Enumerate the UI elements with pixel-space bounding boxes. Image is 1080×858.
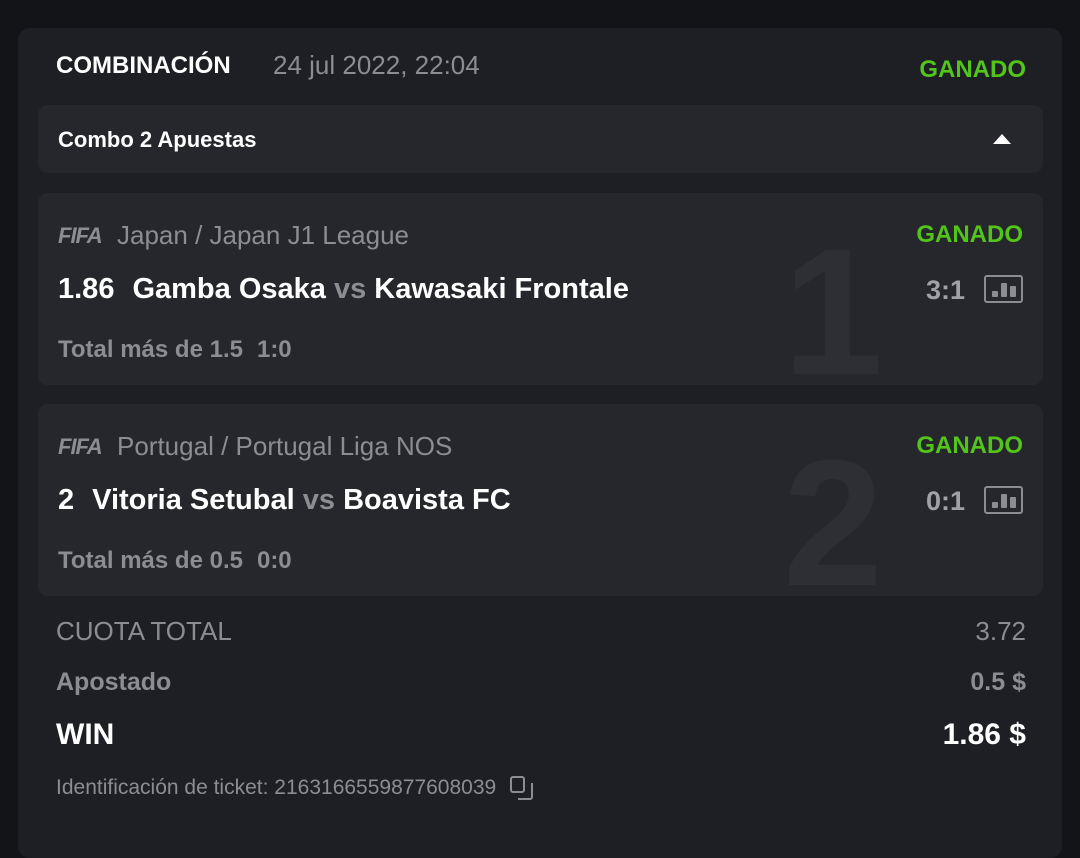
league: Japan / Japan J1 League [117, 220, 410, 250]
stake-value: 0.5 $ [970, 668, 1026, 696]
market-score: 1:0 [256, 336, 292, 363]
vs-label: vs [333, 273, 367, 305]
bet-type: COMBINACIÓN [56, 52, 231, 79]
score: 3:1 [925, 275, 965, 305]
caret-up-icon[interactable] [993, 134, 1011, 144]
home-team: Gamba Osaka [132, 273, 326, 305]
market-score: 0:0 [256, 547, 292, 574]
market: Total más de 1.5 1:0 [58, 336, 292, 364]
ticket-label: Identificación de ticket: [56, 776, 269, 799]
fifa-icon: FIFA [58, 223, 103, 248]
match: 1.86 Gamba Osaka vs Kawasaki Frontale [58, 273, 629, 306]
status-badge: GANADO [919, 56, 1026, 83]
odds: 1.86 [58, 273, 115, 305]
total-odds-value: 3.72 [975, 616, 1026, 646]
combo-toggle[interactable]: Combo 2 Apuestas [38, 105, 1043, 173]
stats-icon[interactable] [984, 275, 1023, 303]
bet-status: GANADO [916, 221, 1023, 248]
bet-index: 2 [782, 423, 883, 597]
away-team: Kawasaki Frontale [374, 273, 629, 305]
bet-status: GANADO [916, 432, 1023, 459]
win-label: WIN [56, 718, 115, 751]
bet-item: 2 FIFA Portugal / Portugal Liga NOS GANA… [38, 404, 1043, 596]
bet-item: 1 FIFA Japan / Japan J1 League GANADO 1.… [38, 193, 1043, 385]
score: 0:1 [925, 486, 965, 516]
stats-icon[interactable] [984, 486, 1023, 514]
home-team: Vitoria Setubal [92, 484, 295, 516]
combo-label: Combo 2 Apuestas [58, 127, 257, 152]
bet-index: 1 [782, 212, 883, 386]
match: 2 Vitoria Setubal vs Boavista FC [58, 484, 511, 517]
vs-label: vs [302, 484, 335, 516]
bet-date: 24 jul 2022, 22:04 [273, 50, 480, 80]
league: Portugal / Portugal Liga NOS [117, 431, 453, 461]
stake-label: Apostado [56, 668, 172, 696]
total-odds-label: CUOTA TOTAL [56, 616, 232, 646]
win-value: 1.86 $ [942, 718, 1026, 751]
stake-row: Apostado 0.5 $ [56, 668, 1026, 697]
market-label: Total más de 0.5 [58, 547, 243, 574]
market-label: Total más de 1.5 [58, 336, 243, 363]
ticket-id: Identificación de ticket: 21631665598776… [56, 776, 534, 800]
ticket-number: 2163166559877608039 [274, 776, 497, 799]
total-odds-row: CUOTA TOTAL 3.72 [56, 616, 1026, 647]
odds: 2 [58, 484, 75, 516]
market: Total más de 0.5 0:0 [58, 547, 292, 575]
away-team: Boavista FC [343, 484, 511, 516]
win-row: WIN 1.86 $ [56, 718, 1026, 752]
copy-icon[interactable] [510, 776, 534, 800]
fifa-icon: FIFA [58, 434, 103, 459]
bet-ticket-card: COMBINACIÓN 24 jul 2022, 22:04 GANADO Co… [18, 28, 1062, 858]
